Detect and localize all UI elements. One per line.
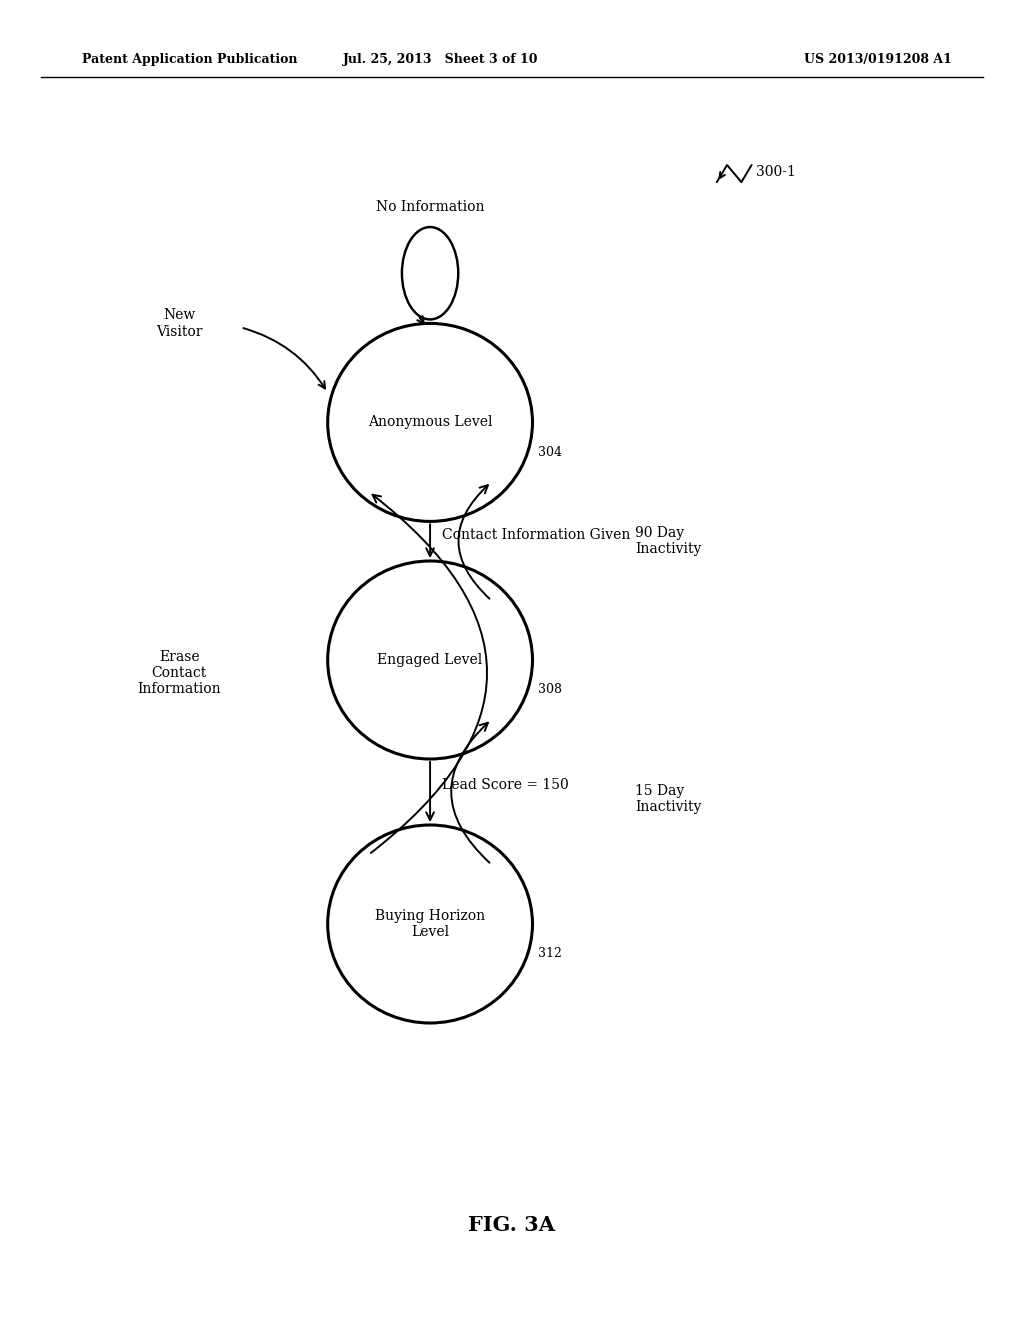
Text: New
Visitor: New Visitor	[156, 309, 203, 338]
Text: Contact Information Given: Contact Information Given	[442, 528, 631, 541]
Text: 15 Day
Inactivity: 15 Day Inactivity	[635, 784, 701, 813]
Text: 308: 308	[538, 684, 561, 696]
Text: Patent Application Publication: Patent Application Publication	[82, 53, 297, 66]
Text: Engaged Level: Engaged Level	[378, 653, 482, 667]
Ellipse shape	[328, 323, 532, 521]
Text: 304: 304	[538, 446, 561, 458]
Text: No Information: No Information	[376, 199, 484, 214]
Ellipse shape	[328, 825, 532, 1023]
Text: Anonymous Level: Anonymous Level	[368, 416, 493, 429]
Text: US 2013/0191208 A1: US 2013/0191208 A1	[805, 53, 952, 66]
Text: 90 Day
Inactivity: 90 Day Inactivity	[635, 527, 701, 556]
Text: Lead Score = 150: Lead Score = 150	[442, 779, 569, 792]
Text: 300-1: 300-1	[756, 165, 796, 178]
Text: Buying Horizon
Level: Buying Horizon Level	[375, 909, 485, 939]
Text: Erase
Contact
Information: Erase Contact Information	[137, 649, 221, 697]
Ellipse shape	[328, 561, 532, 759]
Text: 312: 312	[538, 948, 561, 960]
Text: FIG. 3A: FIG. 3A	[469, 1214, 555, 1236]
Text: Jul. 25, 2013   Sheet 3 of 10: Jul. 25, 2013 Sheet 3 of 10	[343, 53, 538, 66]
